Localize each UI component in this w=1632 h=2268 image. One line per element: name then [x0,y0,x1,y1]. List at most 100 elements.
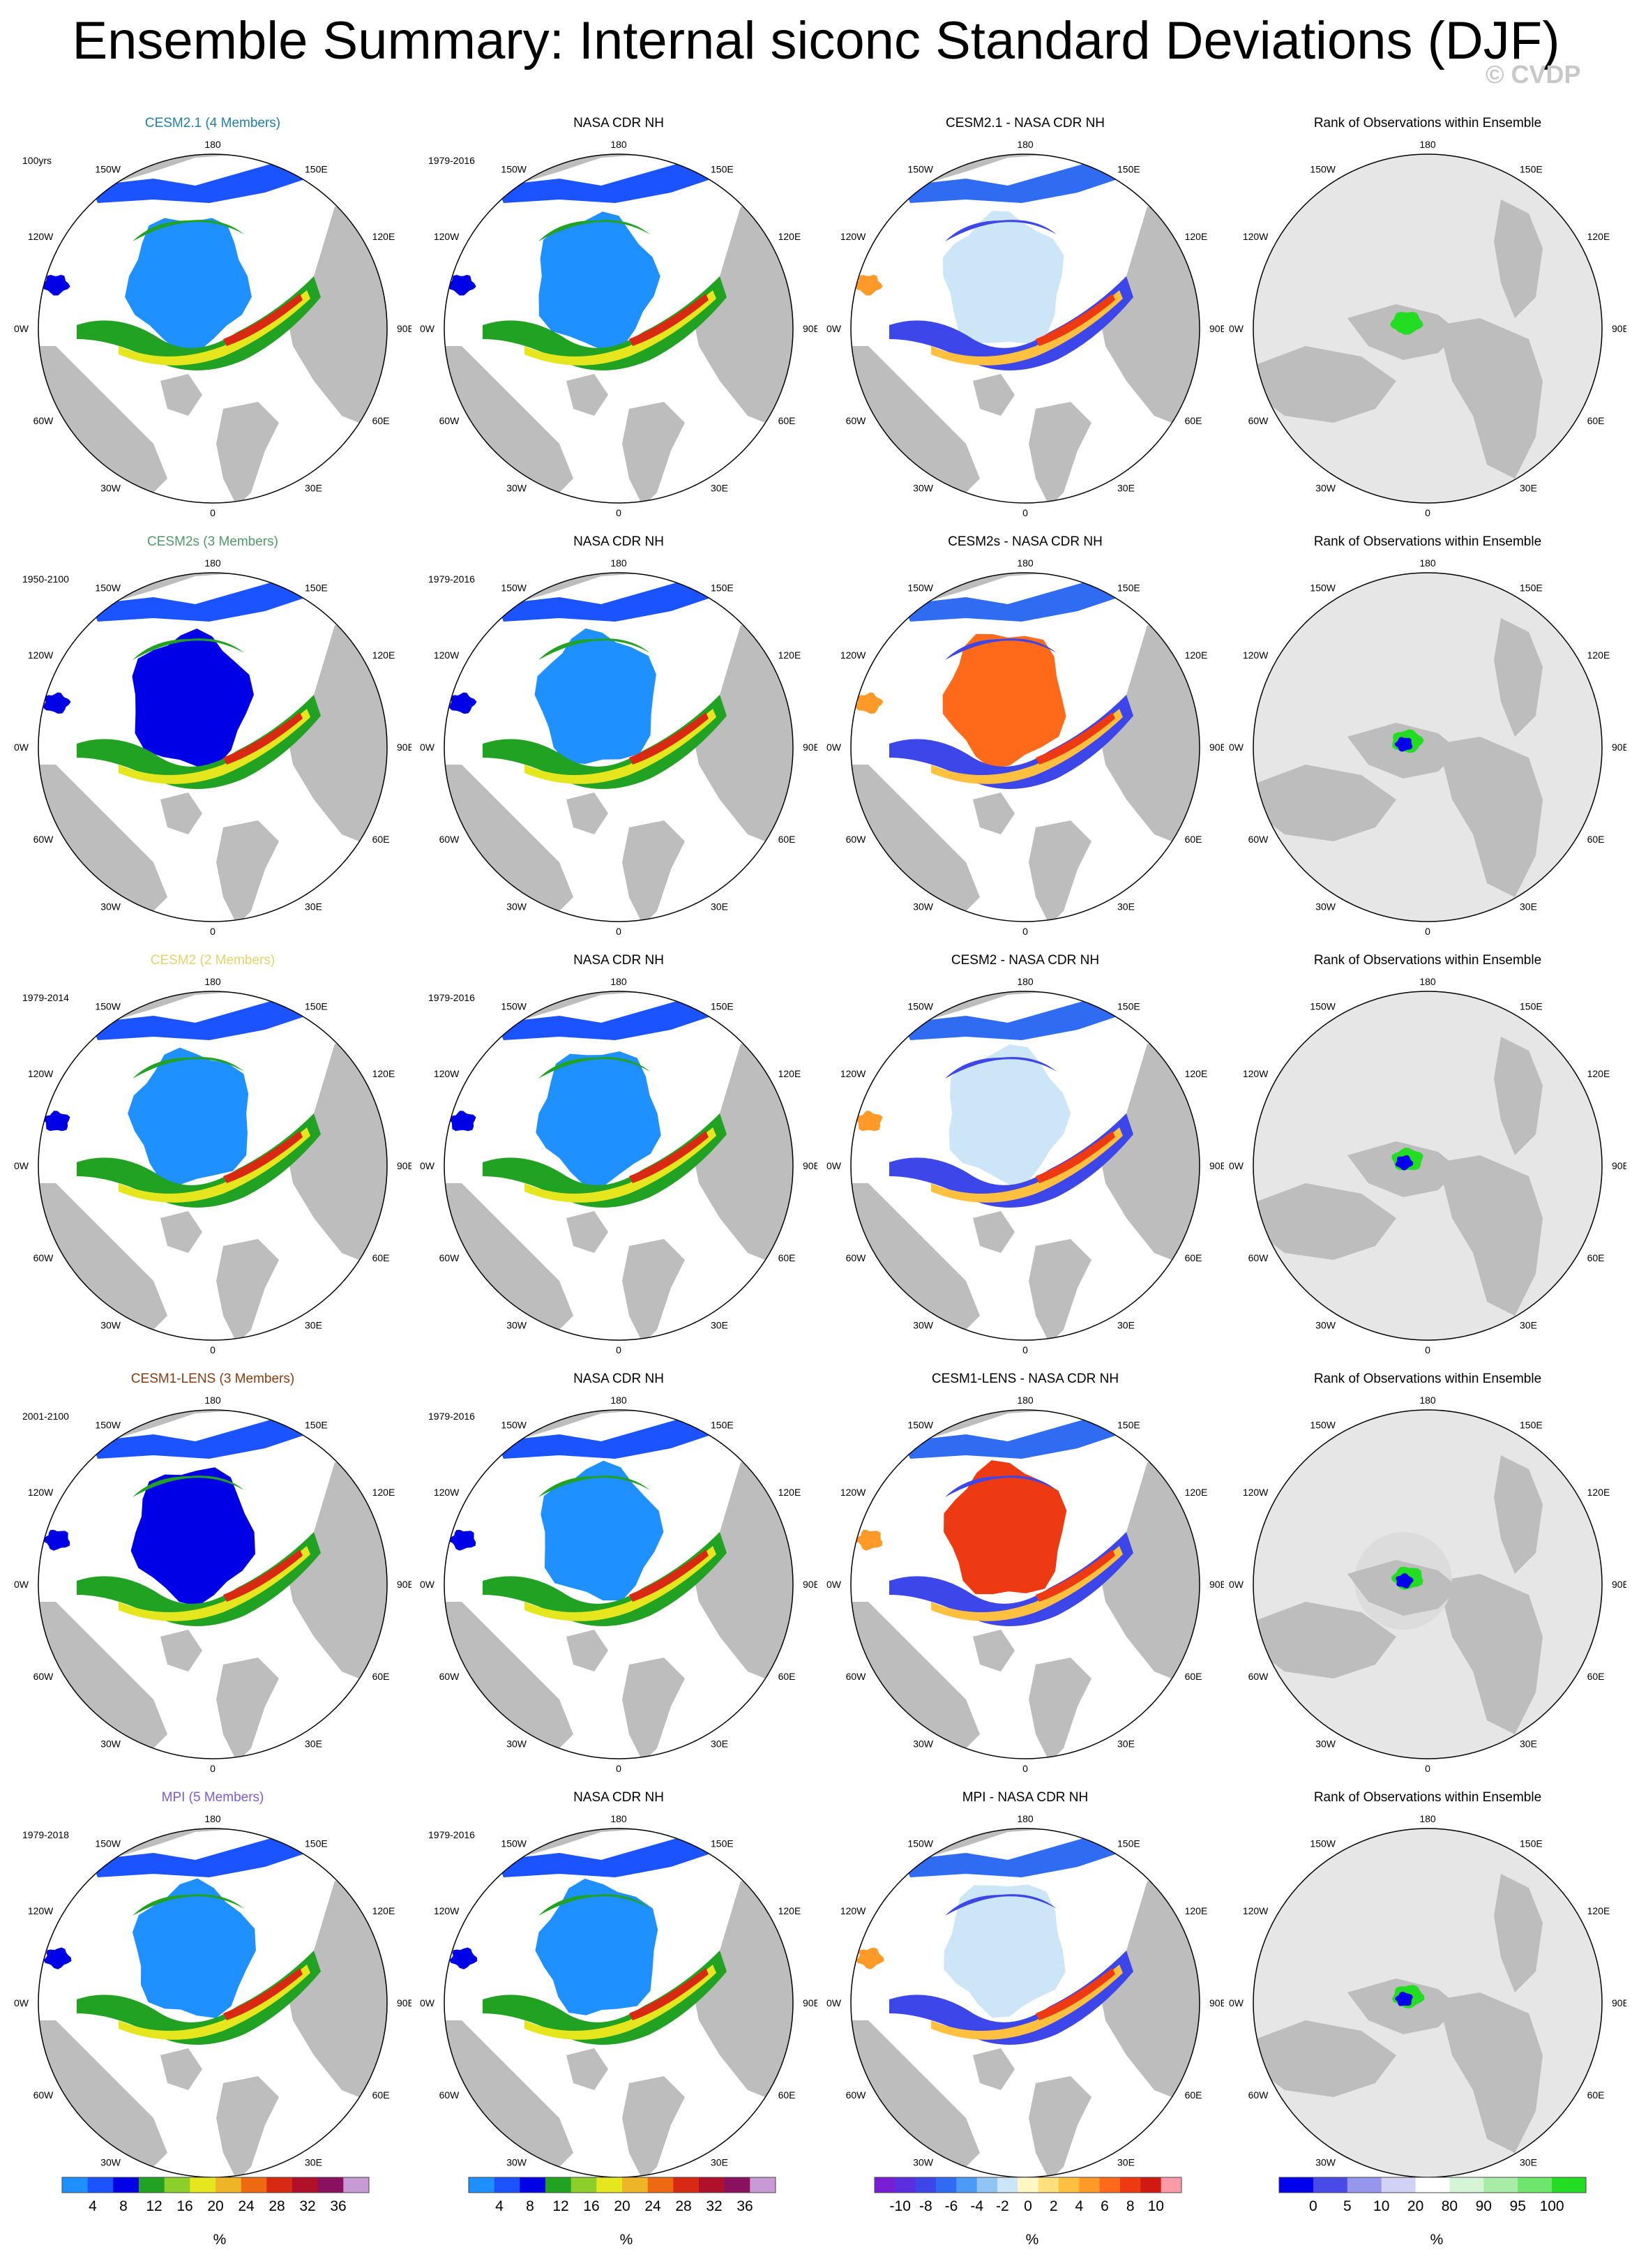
longitude-label-30w: 30W [1315,1320,1336,1331]
colorbar-tick-label: 100 [1540,2198,1564,2214]
land-scandinavia [216,1658,279,1759]
colorbar-swatch [241,2177,267,2193]
longitude-label-150w: 150W [501,1419,527,1430]
longitude-label-60e: 60E [372,1252,390,1263]
colorbar-tick-label: 4 [495,2198,504,2214]
colorbar-tick-label: 16 [583,2198,599,2214]
longitude-label-120w: 120W [28,1905,54,1916]
longitude-label-180: 180 [1017,557,1034,569]
panel-title: CESM2 (2 Members) [150,953,275,968]
longitude-label-0: 0 [1022,507,1028,518]
land-greenland [973,793,1015,834]
colorbar-swatch [343,2177,370,2193]
colorbar-swatch [1415,2177,1450,2193]
longitude-label-60w: 60W [846,2089,867,2101]
longitude-label-150w: 150W [95,1838,121,1849]
longitude-label-90e: 90E [1612,1997,1626,2008]
longitude-label-30w: 30W [913,2157,934,2168]
longitude-label-90e: 90E [1209,1160,1224,1171]
longitude-label-120w: 120W [434,1068,460,1079]
longitude-label-150w: 150W [907,1419,933,1430]
map-border [850,991,1200,1341]
colorbar-tick-label: 12 [146,2198,162,2214]
ice-edge-atlantic-high [524,1127,716,1203]
ice-core-region [133,1878,256,2018]
longitude-label-120e: 120E [372,231,395,242]
land-mass-west [1253,346,1396,423]
longitude-label-120w: 120W [1243,1487,1269,1498]
longitude-label-60e: 60E [1587,834,1605,845]
longitude-label-150w: 150W [1310,1000,1336,1012]
rank-low-region [1394,737,1413,752]
colorbar-tick-label: -4 [970,2198,983,2214]
longitude-label-60w: 60W [1248,415,1269,426]
longitude-label-0: 0 [616,1344,621,1355]
ice-edge-bering [903,1832,1119,1877]
panel-title: NASA CDR NH [573,116,664,130]
longitude-label-0: 0 [616,1763,621,1774]
colorbar-swatch [62,2177,89,2193]
hudson-bay-ice [856,692,884,714]
colorbar-swatch [494,2177,520,2193]
ice-edge-atlantic-high [524,1546,716,1621]
land-mass-west [1253,1602,1396,1679]
colorbar-swatch [1038,2177,1059,2193]
colorbar-tick-label: 24 [644,2198,661,2214]
map-border [850,572,1200,922]
period-label: 1979-2016 [428,155,475,166]
longitude-label-90e: 90E [1209,1579,1224,1590]
colorbar-swatch [164,2177,190,2193]
longitude-label-90w: 90W [826,1579,842,1590]
panel-diff-row-1: CESM2.1 - NASA CDR NH 180 150E 120E 90E 60E 30… [826,116,1224,527]
longitude-label-0: 0 [210,1763,216,1774]
longitude-label-120w: 120W [840,1068,866,1079]
longitude-label-150w: 150W [907,582,933,593]
longitude-label-60e: 60E [1185,2089,1202,2101]
longitude-label-30w: 30W [913,1320,934,1331]
land-mass-west [1253,1183,1396,1260]
land-mass-south [1438,1155,1543,1316]
ice-edge-max [1036,294,1115,346]
longitude-label-60e: 60E [1587,2089,1605,2101]
longitude-label-30w: 30W [100,2157,121,2168]
longitude-label-150w: 150W [501,1838,527,1849]
longitude-label-150e: 150E [1520,1838,1543,1849]
longitude-label-90w: 90W [826,1160,842,1171]
longitude-label-150e: 150E [305,1000,328,1012]
longitude-label-150e: 150E [711,582,734,593]
ice-core-region [535,1878,658,2015]
polar-map: 180 150E 120E 90E 60E 30E 0 30W 60W 90W 120W 150W [826,139,1224,518]
ice-edge-bering [91,158,307,203]
longitude-label-150w: 150W [907,163,933,174]
panel-title: NASA CDR NH [573,534,664,549]
longitude-label-90w: 90W [420,1160,435,1171]
longitude-label-60e: 60E [1587,1252,1605,1263]
panel-obs-row-2: NASA CDR NH 1979-2016 180 150E 120E 90E 60E 30E… [420,534,817,946]
ice-core-region [536,1051,661,1187]
longitude-label-60w: 60W [846,415,867,426]
longitude-label-0: 0 [1425,926,1430,937]
longitude-label-60w: 60W [846,1671,867,1682]
polar-map: 180 150E 120E 90E 60E 30E 0 30W 60W 90W 120W 150W [420,1395,817,1774]
longitude-label-30e: 30E [711,2157,728,2168]
ice-edge-atlantic-high [931,290,1123,366]
ice-edge-atlantic [483,1532,727,1626]
land-scandinavia [622,402,685,503]
longitude-label-30w: 30W [1315,2157,1336,2168]
land-mass-west [1253,765,1396,841]
longitude-label-180: 180 [1017,139,1034,150]
longitude-label-150e: 150E [711,1000,734,1012]
colorbar-swatch [1483,2177,1518,2193]
land-scandinavia [216,402,279,503]
longitude-label-30e: 30E [1117,901,1135,913]
colorbar-swatch [976,2177,998,2193]
polar-map: 180 150E 120E 90E 60E 30E 0 30W 60W 90W 120W 150W [14,139,411,518]
longitude-label-180: 180 [204,1395,221,1406]
longitude-label-120e: 120E [778,1905,801,1916]
ice-edge-pacific [133,638,244,660]
colorbar-swatch [1140,2177,1162,2193]
colorbar-swatch [1079,2177,1101,2193]
colorbar-tick-label: 8 [1126,2198,1135,2214]
ice-edge-pacific [538,1475,650,1497]
longitude-label-90w: 90W [826,742,842,753]
